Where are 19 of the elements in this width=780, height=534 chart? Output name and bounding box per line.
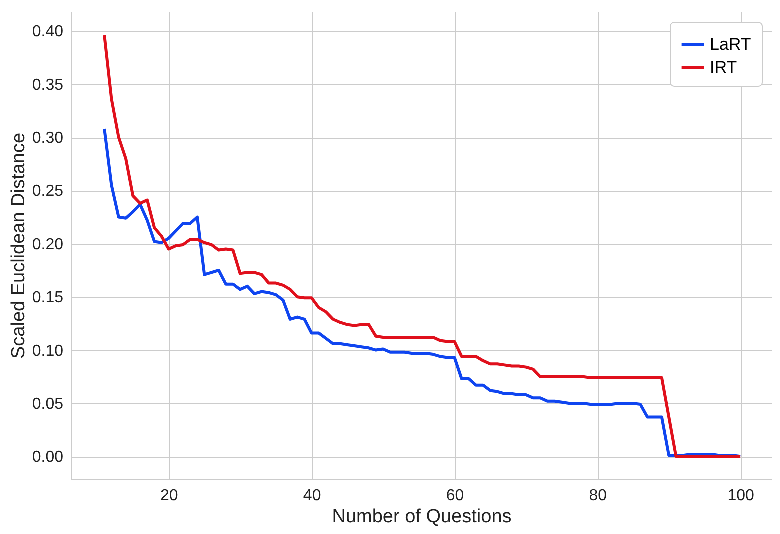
legend-label: IRT [710, 58, 738, 77]
y-tick-label: 0.40 [32, 24, 64, 41]
x-tick-label: 100 [728, 488, 755, 504]
y-tick-label: 0.10 [32, 342, 64, 360]
line-series [103, 128, 742, 458]
y-tick-label: 0.05 [32, 396, 64, 413]
x-axis-title: Number of Questions [332, 506, 512, 528]
y-tick-label: 0.30 [32, 130, 64, 148]
x-tick-label: 60 [446, 488, 464, 504]
y-tick-label: 0.00 [32, 449, 64, 466]
y-axis-title: Scaled Euclidean Distance [8, 132, 30, 360]
legend-label: LaRT [710, 35, 752, 54]
y-tick-label: 0.15 [32, 290, 64, 307]
y-tick-label: 0.35 [32, 76, 64, 94]
x-tick-label: 40 [303, 488, 322, 504]
y-tick-label: 0.20 [32, 236, 64, 254]
y-tick-label: 0.25 [32, 183, 64, 200]
x-tick-label: 80 [589, 488, 608, 504]
x-tick-label: 20 [160, 488, 178, 504]
